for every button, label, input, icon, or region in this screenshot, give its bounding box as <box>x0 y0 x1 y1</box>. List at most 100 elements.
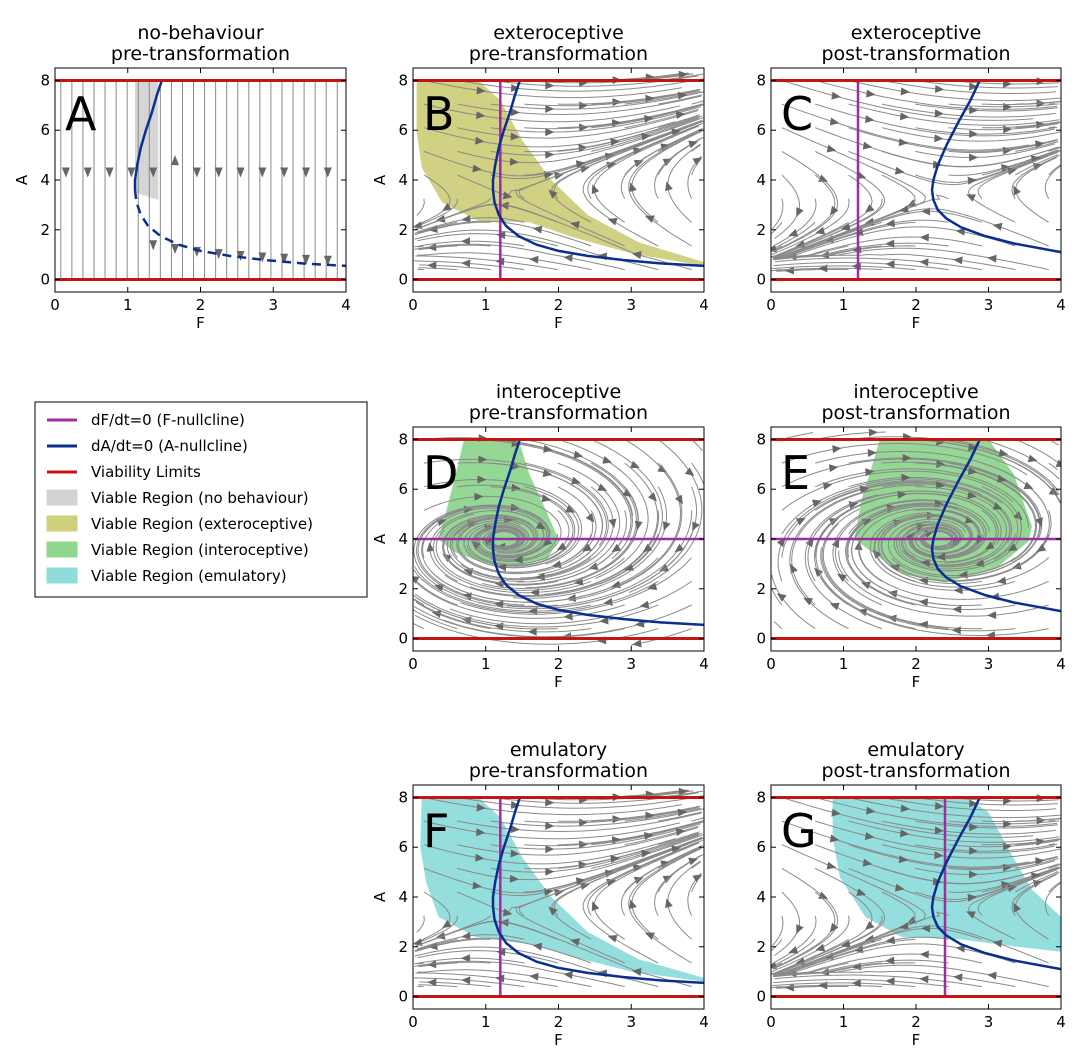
panel-letter: A <box>65 87 97 141</box>
flow-arrow <box>966 911 976 919</box>
streamline <box>413 578 458 606</box>
viable-region-F <box>420 797 704 982</box>
panel-letter: D <box>423 446 458 500</box>
streamline <box>593 125 700 223</box>
flow-arrow <box>906 916 917 924</box>
panel-C: 0 1 2 3 4 0 2 4 6 8 Fexteroceptivepost-transformat… <box>756 22 1065 332</box>
y-tick-label: 0 <box>756 988 766 1006</box>
streamline <box>417 505 525 606</box>
flow-arrow <box>472 164 482 173</box>
flow-arrow <box>427 261 437 270</box>
flow-arrow <box>571 476 581 485</box>
flow-arrow <box>475 853 485 862</box>
flow-arrow <box>563 254 573 262</box>
flow-arrow <box>951 626 961 635</box>
y-tick-label: 2 <box>398 580 408 598</box>
x-axis-label: F <box>912 314 921 332</box>
streamline <box>417 220 592 247</box>
flow-arrow <box>461 976 471 985</box>
streamline <box>557 115 699 152</box>
streamline <box>812 925 1049 964</box>
a-nullcline-B <box>491 80 704 268</box>
flow-arrow <box>511 439 521 448</box>
flow-arrow <box>622 488 633 498</box>
y-tick-label: 6 <box>756 480 766 498</box>
y-tick-label: 2 <box>40 221 50 239</box>
panel-letter: F <box>423 804 449 858</box>
flow-arrow <box>513 555 523 564</box>
flow-arrow <box>632 639 642 648</box>
streamline <box>416 198 425 216</box>
streamline <box>774 174 801 240</box>
flow-arrow <box>665 181 673 192</box>
flow-arrow <box>544 171 554 179</box>
flow-arrow <box>442 202 452 212</box>
flow-arrow <box>677 91 688 100</box>
flow-arrow <box>644 831 654 840</box>
flow-arrow <box>474 492 484 501</box>
streamline <box>967 150 1060 223</box>
flow-arrow <box>475 136 485 145</box>
y-tick-label: 8 <box>756 430 766 448</box>
flow-arrow <box>647 492 657 502</box>
flow-arrow <box>969 823 979 832</box>
x-tick-label: 0 <box>766 1013 776 1031</box>
flow-arrow <box>969 129 979 138</box>
streamline <box>1011 872 1060 916</box>
streamline <box>423 458 607 546</box>
streamline <box>792 247 1049 271</box>
streamline <box>415 601 491 630</box>
flow-arrow <box>642 543 653 553</box>
flow-arrow <box>545 150 555 159</box>
streamline <box>1048 462 1058 471</box>
flow-arrow <box>899 112 910 121</box>
y-tick-label: 6 <box>756 838 766 856</box>
flow-arrow <box>969 799 979 808</box>
streamline <box>515 149 626 247</box>
flow-arrow <box>1036 816 1046 825</box>
streamline <box>422 507 548 558</box>
flow-arrow <box>864 921 875 930</box>
flow-arrow <box>969 846 979 855</box>
x-tick-label: 1 <box>481 655 491 673</box>
streamline <box>457 812 702 833</box>
streamline <box>881 796 1057 811</box>
streamline <box>774 891 801 957</box>
flow-arrow <box>935 481 946 490</box>
streamline <box>915 126 1058 135</box>
streamline <box>691 122 704 129</box>
streamline <box>881 502 987 560</box>
x-axis-label: F <box>554 1031 563 1049</box>
streamline <box>773 621 783 629</box>
x-tick-label: 3 <box>626 1013 636 1031</box>
flow-arrow <box>462 592 472 601</box>
flow-arrow <box>149 240 158 251</box>
streamline <box>513 486 667 599</box>
streamline <box>593 842 700 940</box>
flow-arrow <box>478 455 488 464</box>
flow-arrow <box>997 474 1007 483</box>
streamline <box>587 124 700 199</box>
flow-arrow <box>969 870 979 879</box>
y-tick-label: 4 <box>40 171 50 189</box>
flow-arrow <box>527 627 537 636</box>
streamline <box>415 891 451 943</box>
flow-arrow <box>934 826 944 835</box>
flow-arrow <box>829 117 840 126</box>
flow-arrow <box>545 845 555 854</box>
flow-arrow <box>934 134 944 143</box>
panel-D: 0 1 2 3 4 0 2 4 6 8 F Ainteroceptivepre-transformat… <box>371 381 709 691</box>
streamline <box>457 438 632 541</box>
streamlines-E <box>771 428 1061 640</box>
flow-arrow <box>898 855 909 864</box>
flow-arrow <box>1007 884 1017 893</box>
streamline <box>449 580 692 625</box>
plot-area-C <box>771 77 1061 280</box>
streamline <box>791 484 924 606</box>
flow-arrow <box>214 167 223 178</box>
streamline <box>1048 864 1061 869</box>
flow-arrow <box>608 518 617 529</box>
x-tick-label: 1 <box>839 296 849 314</box>
flow-arrow <box>510 825 521 834</box>
